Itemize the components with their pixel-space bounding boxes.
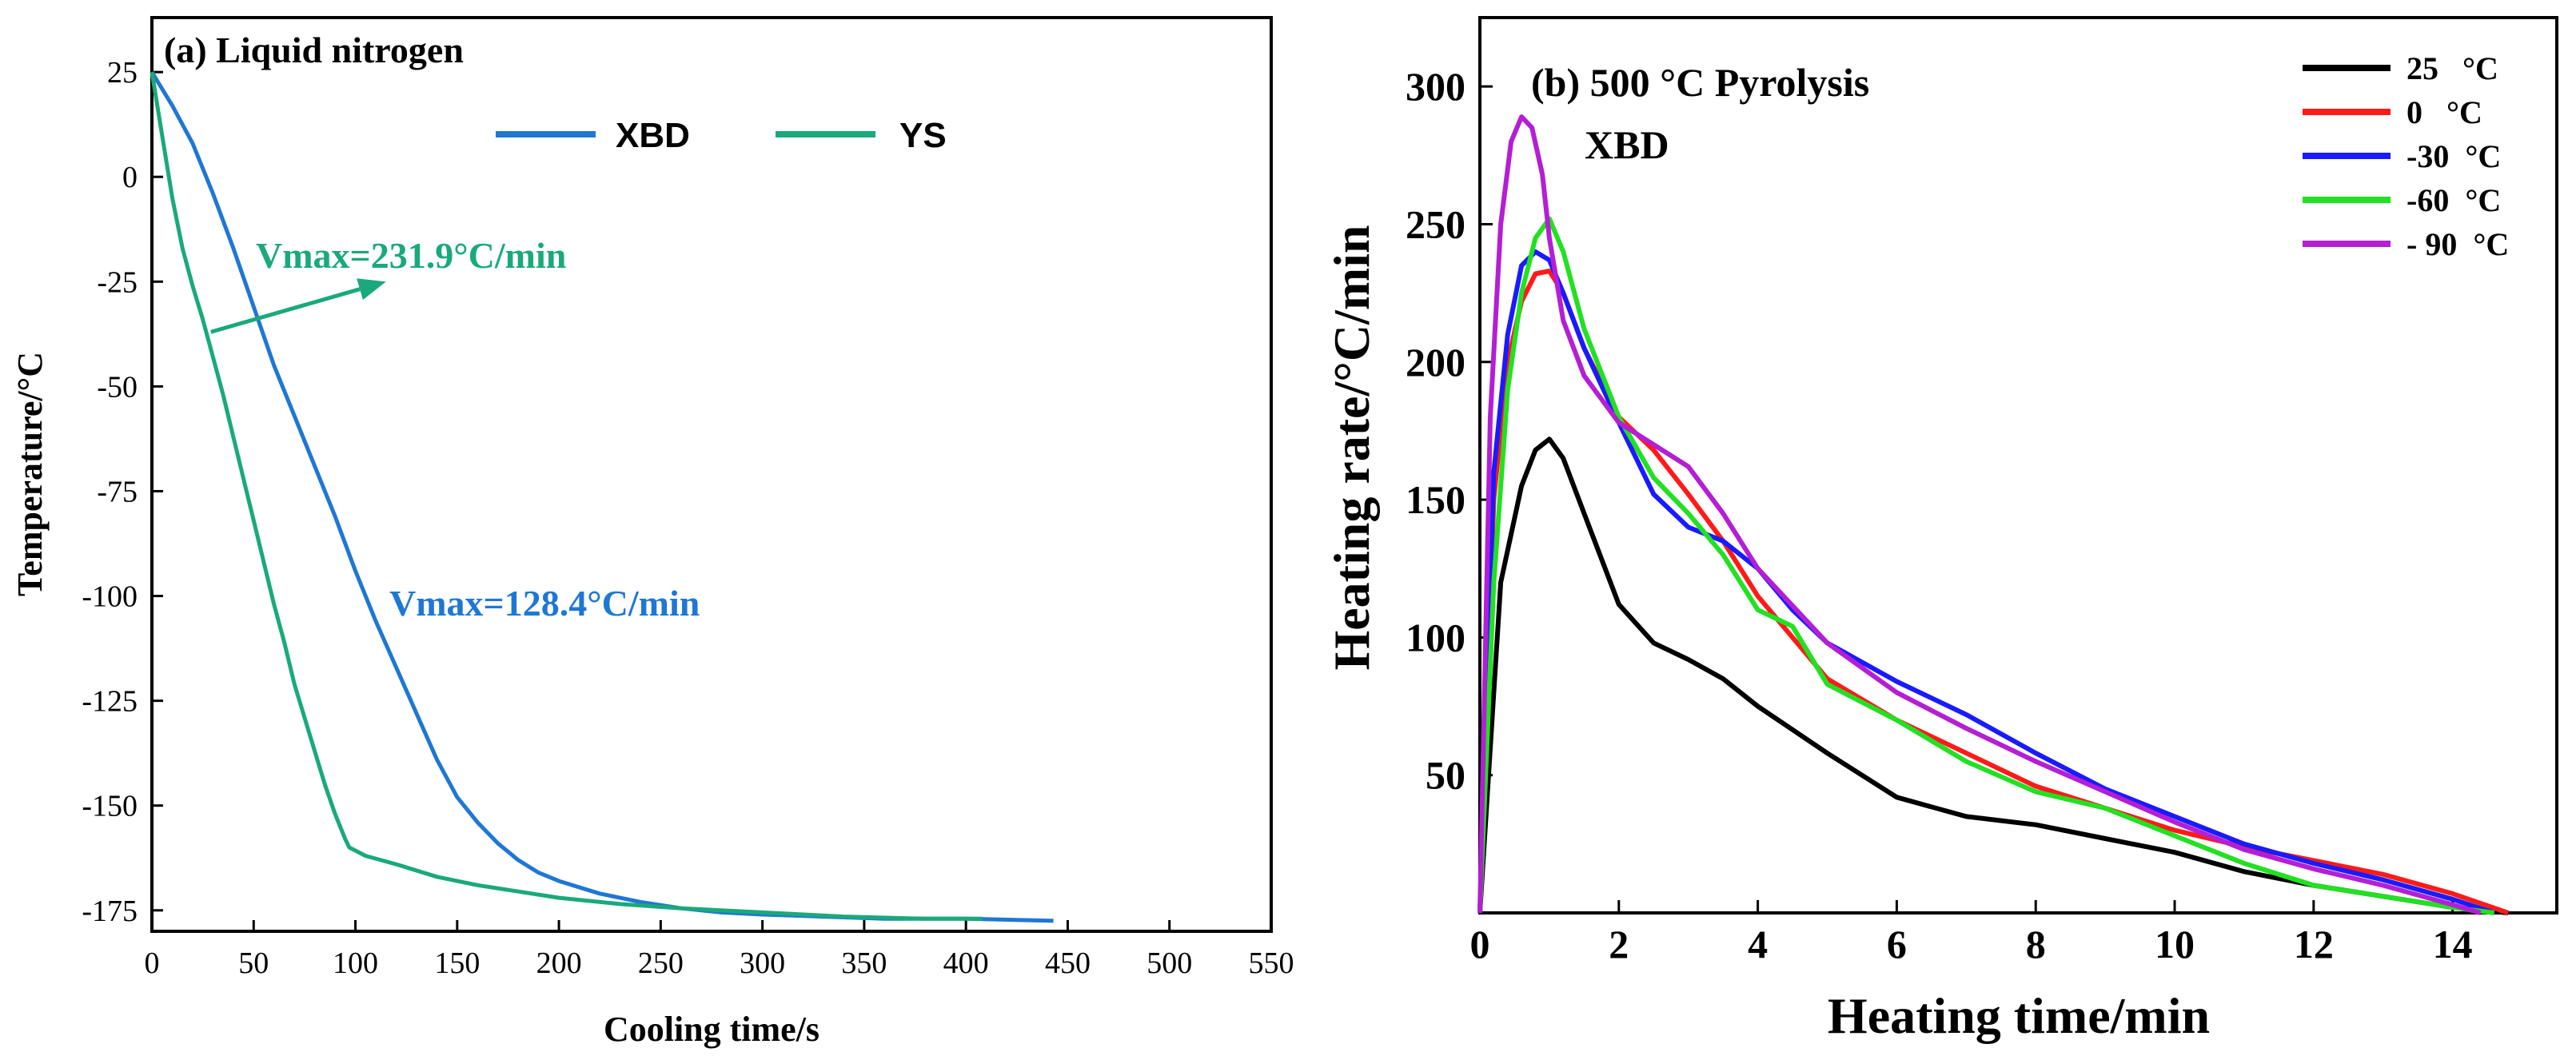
x-tick-label-a: 400	[943, 946, 989, 980]
series-line-b-3	[1477, 216, 2495, 915]
x-tick-label-b: 12	[2294, 922, 2334, 966]
series-line-b-4	[1477, 114, 2482, 915]
y-tick-label-b: 50	[1426, 753, 1465, 798]
y-axis-title-b: Heating rate/°C/min	[1323, 225, 1380, 670]
legend-b: 25 °C 0 °C -30 °C -60 °C - 90 °C	[2303, 50, 2509, 262]
x-tick-label-a: 250	[638, 946, 684, 980]
x-tick-label-a: 550	[1249, 946, 1294, 980]
y-tick-label-b: 250	[1406, 201, 1465, 246]
y-tick-label-a: -175	[82, 895, 138, 928]
axis-ticks-b: 0 2 4 6 8 10 12 14 50 100 150 200 250 300	[1406, 64, 2473, 966]
series-line-xbd	[150, 70, 1054, 923]
y-tick-label-a: -150	[82, 790, 138, 823]
legend-label-b: - 90 °C	[2407, 226, 2509, 262]
y-tick-label-a: -100	[82, 580, 138, 614]
x-axis-title-a: Cooling time/s	[604, 1010, 819, 1049]
panel-subtitle-b: XBD	[1585, 122, 1669, 167]
legend-label-b: -30 °C	[2407, 138, 2501, 174]
y-tick-label-b: 150	[1406, 477, 1465, 522]
x-axis-title-b: Heating time/min	[1828, 987, 2210, 1044]
y-tick-label-a: -50	[97, 370, 138, 404]
series-group-b	[1477, 114, 2510, 915]
plot-frame-a	[150, 16, 1273, 933]
x-tick-label-b: 8	[2026, 922, 2046, 966]
series-line-b-0	[1477, 436, 2509, 915]
y-tick-label-b: 200	[1406, 340, 1465, 385]
series-line-ys	[150, 71, 983, 921]
panel-a: 0 50 100 150 200 250 300 350 400 450 500 550250-25-…	[10, 16, 1294, 1049]
legend-label-xbd: XBD	[616, 116, 690, 155]
x-tick-label-b: 2	[1609, 922, 1629, 966]
x-tick-label-a: 200	[536, 946, 582, 980]
plot-frame-b	[1478, 16, 2558, 915]
legend-label-ys: YS	[899, 116, 947, 155]
y-tick-label-b: 300	[1406, 64, 1465, 109]
x-tick-label-a: 100	[333, 946, 378, 980]
y-tick-label-a: -125	[82, 685, 138, 719]
legend-label-b: 0 °C	[2407, 94, 2482, 130]
x-tick-label-b: 0	[1470, 922, 1490, 966]
x-tick-label-b: 10	[2155, 922, 2195, 966]
y-tick-label-a: -75	[97, 475, 138, 508]
series-line-b-1	[1477, 269, 2510, 915]
panel-b: 0 2 4 6 8 10 12 14 50 100 150 200 250 300 (b) 500 °C …	[1323, 16, 2558, 1044]
y-tick-label-a: 0	[122, 161, 138, 194]
axis-ticks-a: 0 50 100 150 200 250 300 350 400 450 500 550250-25-…	[82, 56, 1294, 980]
x-tick-label-b: 14	[2433, 922, 2473, 966]
x-tick-label-a: 500	[1146, 946, 1192, 980]
x-tick-label-a: 50	[238, 946, 269, 980]
series-group-a	[150, 70, 1054, 923]
panel-title-b: (b) 500 °C Pyrolysis	[1531, 60, 1869, 105]
y-tick-label-a: 25	[107, 56, 138, 90]
legend-label-b: 25 °C	[2407, 50, 2498, 86]
annotation-ys-vmax: Vmax=231.9°C/min	[256, 235, 566, 276]
x-tick-label-b: 6	[1887, 922, 1907, 966]
y-tick-label-b: 100	[1406, 615, 1465, 660]
series-line-b-2	[1477, 249, 2495, 915]
y-axis-title-a: Temperature/°C	[10, 352, 50, 596]
x-tick-label-a: 450	[1045, 946, 1091, 980]
annotation-arrowhead-ys	[357, 278, 386, 301]
x-tick-label-a: 0	[145, 946, 160, 980]
legend-label-b: -60 °C	[2407, 182, 2501, 218]
panel-title-a: (a) Liquid nitrogen	[164, 30, 464, 70]
x-tick-label-a: 300	[740, 946, 785, 980]
x-tick-label-a: 350	[841, 946, 887, 980]
annotation-xbd-vmax: Vmax=128.4°C/min	[389, 583, 700, 624]
x-tick-label-b: 4	[1748, 922, 1768, 966]
x-tick-label-a: 150	[434, 946, 480, 980]
annotation-arrow-ys	[210, 287, 361, 334]
y-tick-label-a: -25	[97, 265, 138, 299]
